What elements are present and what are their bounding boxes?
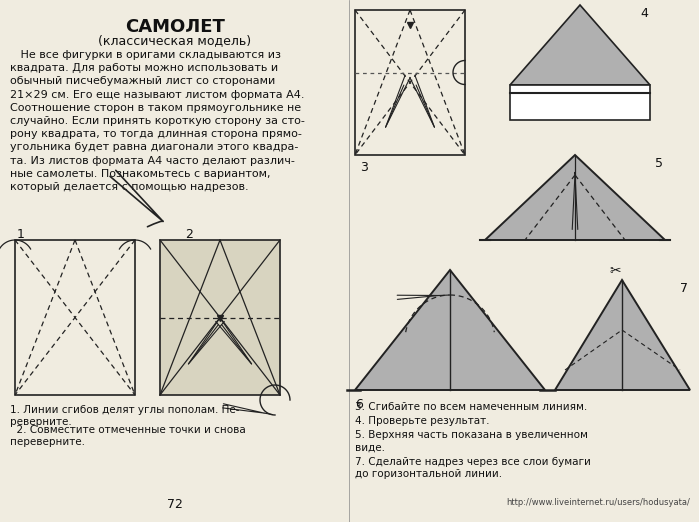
Text: 1. Линии сгибов делят углы пополам. Пе-
реверните.: 1. Линии сгибов делят углы пополам. Пе- …	[10, 405, 240, 428]
Text: 4. Проверьте результат.: 4. Проверьте результат.	[355, 416, 489, 426]
Text: 4: 4	[640, 7, 648, 20]
Text: 3: 3	[360, 161, 368, 174]
Text: 6: 6	[355, 398, 363, 411]
Text: 5. Верхняя часть показана в увеличенном
виде.: 5. Верхняя часть показана в увеличенном …	[355, 430, 588, 453]
Text: Не все фигурки в оригами складываются из
квадрата. Для работы можно использовать: Не все фигурки в оригами складываются из…	[10, 50, 305, 192]
Polygon shape	[510, 5, 650, 85]
Polygon shape	[555, 280, 690, 390]
Text: 72: 72	[167, 498, 183, 511]
Text: 3. Сгибайте по всем намеченным линиям.: 3. Сгибайте по всем намеченным линиям.	[355, 402, 587, 412]
Bar	[510, 85, 650, 120]
Bar	[355, 10, 465, 155]
Text: 2: 2	[185, 228, 193, 241]
Bar	[15, 240, 135, 395]
Text: 2. Совместите отмеченные точки и снова
переверните.: 2. Совместите отмеченные точки и снова п…	[10, 425, 246, 447]
Text: (классическая модель): (классическая модель)	[99, 34, 252, 47]
Text: http://www.liveinternet.ru/users/hodusyata/: http://www.liveinternet.ru/users/hodusya…	[506, 498, 690, 507]
Text: 1: 1	[17, 228, 25, 241]
Text: 7. Сделайте надрез через все слои бумаги
до горизонтальной линии.: 7. Сделайте надрез через все слои бумаги…	[355, 457, 591, 479]
Text: САМОЛЕТ: САМОЛЕТ	[125, 18, 225, 36]
Bar	[160, 240, 280, 395]
Polygon shape	[485, 155, 665, 240]
Polygon shape	[355, 270, 545, 390]
Text: ✂: ✂	[610, 264, 621, 278]
Text: 5: 5	[655, 157, 663, 170]
Text: 7: 7	[680, 282, 688, 295]
